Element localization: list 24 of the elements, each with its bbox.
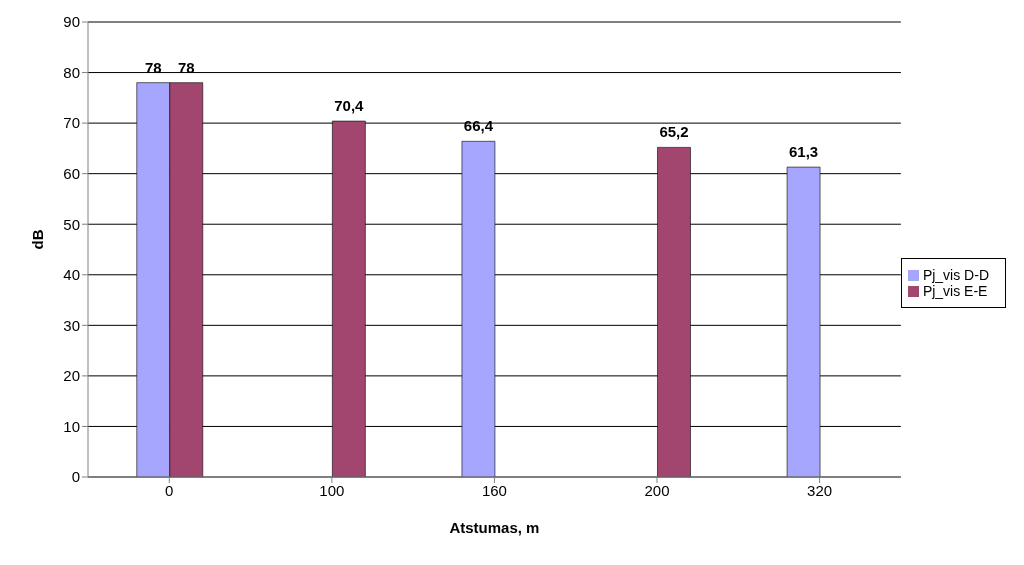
y-tick-label: 60 <box>63 164 80 182</box>
data-label: 78 <box>144 58 162 76</box>
x-tick-label: 100 <box>319 481 345 499</box>
y-tick-label: 70 <box>63 114 80 132</box>
x-tick-label: 0 <box>165 481 174 499</box>
data-label: 78 <box>177 58 195 76</box>
y-tick-label: 0 <box>71 468 80 486</box>
data-label: 70,4 <box>334 97 365 115</box>
x-tick-label: 200 <box>644 481 670 499</box>
x-tick-label: 320 <box>807 481 833 499</box>
y-axis-title: dB <box>29 229 47 250</box>
data-label: 65,2 <box>659 123 689 141</box>
y-tick-label: 20 <box>63 367 80 385</box>
y-tick-label: 10 <box>63 417 80 435</box>
x-tick-label: 160 <box>481 481 507 499</box>
y-tick-label: 30 <box>63 316 80 334</box>
y-tick-label: 50 <box>63 215 80 233</box>
legend-label: Pj_vis D-D <box>922 266 989 283</box>
data-label: 61,3 <box>788 143 819 161</box>
x-axis-title: Atstumas, m <box>449 519 540 536</box>
y-tick-label: 40 <box>63 266 80 284</box>
y-tick-label: 90 <box>63 13 80 31</box>
y-tick-label: 80 <box>63 63 80 81</box>
legend-label: Pj_vis E-E <box>922 282 988 299</box>
